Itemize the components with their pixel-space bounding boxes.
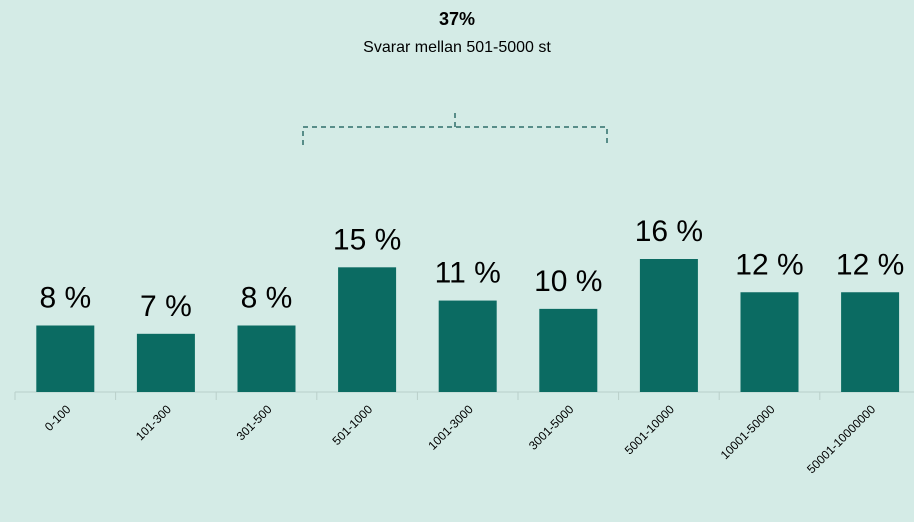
bar	[136, 333, 195, 392]
data-label: 10 %	[534, 265, 602, 298]
x-tick-label: 501-1000	[329, 402, 375, 448]
x-tick-label: 50001-10000000	[804, 402, 878, 476]
data-label: 8 %	[39, 282, 91, 315]
data-label: 12 %	[735, 248, 803, 281]
data-label: 15 %	[333, 223, 401, 256]
x-tick-label: 301-500	[234, 402, 275, 443]
x-tick-label: 3001-5000	[526, 402, 577, 453]
x-tick-label: 5001-10000	[622, 402, 677, 457]
x-tick-label: 0-100	[42, 402, 74, 434]
x-tick-label: 10001-50000	[718, 402, 778, 462]
bar	[438, 300, 497, 392]
data-label: 16 %	[635, 215, 703, 248]
bar	[841, 292, 900, 392]
bar	[639, 259, 698, 392]
data-label: 11 %	[435, 257, 501, 290]
data-label: 8 %	[241, 282, 293, 315]
annotation-detail: Svarar mellan 501-5000 st	[363, 39, 551, 56]
annotation-bracket	[302, 109, 608, 145]
bar	[338, 267, 397, 392]
data-label: 7 %	[140, 290, 192, 323]
bar	[36, 325, 95, 392]
bar	[539, 308, 598, 392]
data-label: 12 %	[836, 248, 904, 281]
annotation-value: 37%	[439, 9, 475, 29]
bar	[740, 292, 799, 392]
bar	[237, 325, 296, 392]
x-tick-label: 1001-3000	[425, 402, 476, 453]
x-tick-label: 101-300	[133, 402, 174, 443]
